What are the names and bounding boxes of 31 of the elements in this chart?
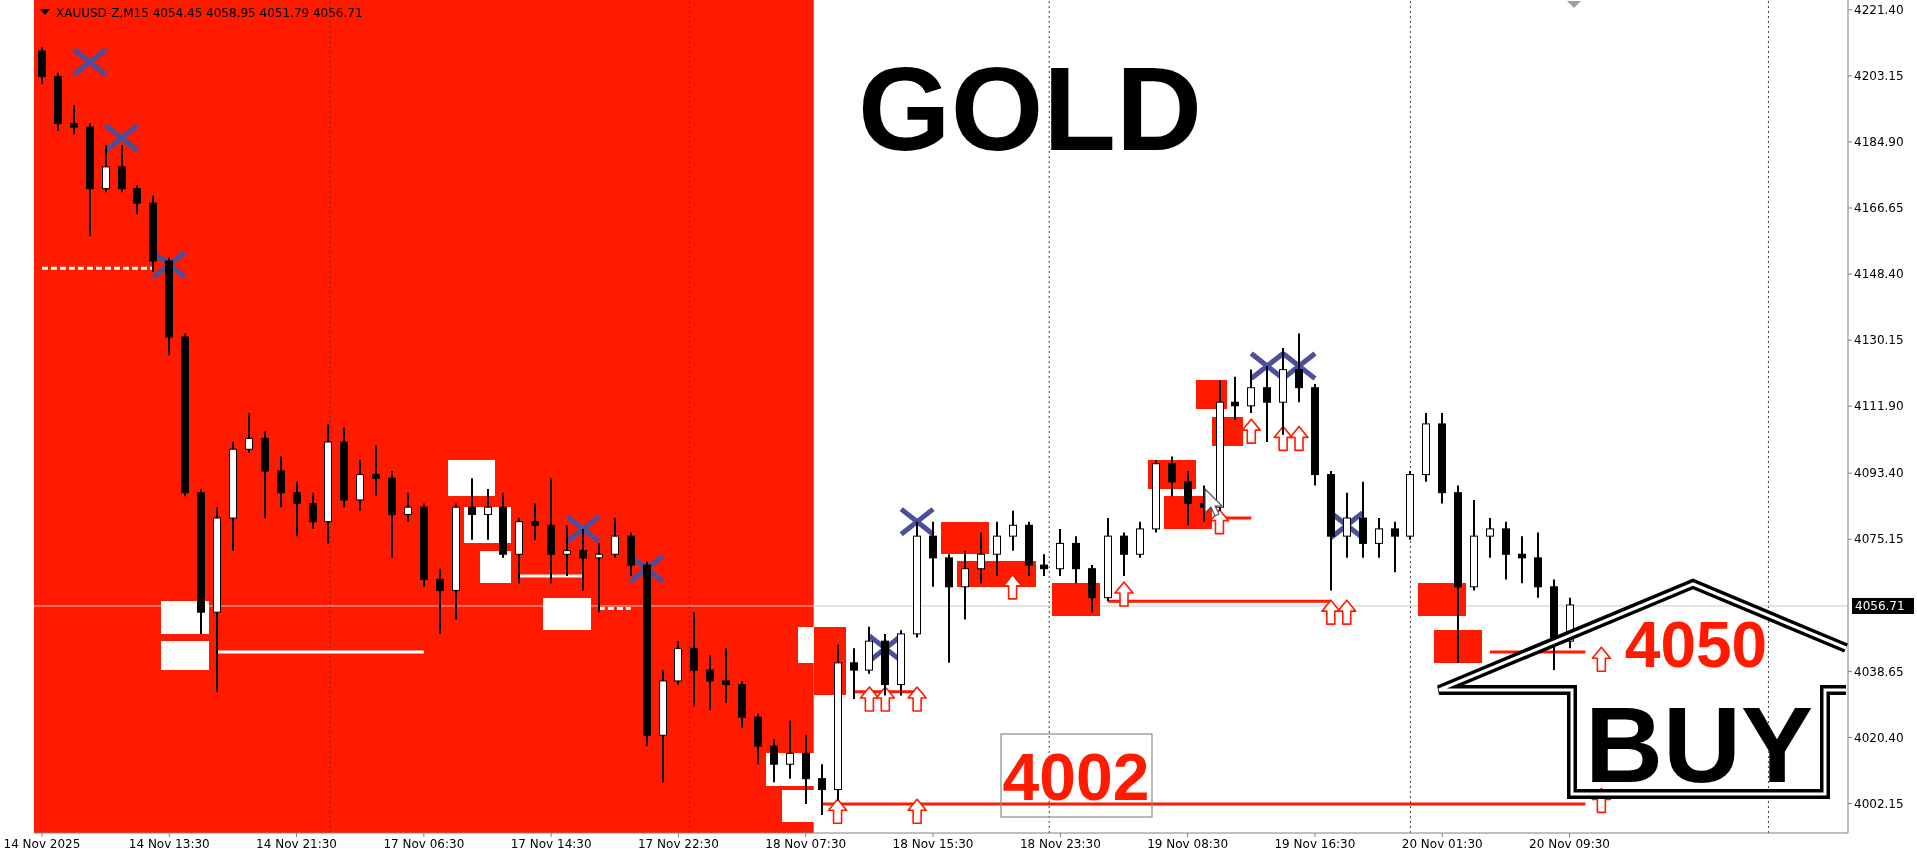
y-tick-label: 4203.15: [1854, 69, 1904, 84]
x-tick-label: 20 Nov 09:30: [1529, 836, 1610, 851]
annotation: 4050: [1624, 609, 1768, 681]
annotation: BUY: [1584, 684, 1814, 805]
y-tick-label: 4148.40: [1854, 267, 1904, 282]
x-tick-label: 20 Nov 01:30: [1401, 836, 1483, 851]
x-tick-label: 17 Nov 22:30: [637, 836, 719, 851]
x-tick-label: 14 Nov 2025: [3, 836, 81, 851]
annotation: 4002: [1002, 740, 1150, 814]
x-tick-label: 17 Nov 06:30: [383, 836, 465, 851]
x-tick-label: 17 Nov 14:30: [510, 836, 592, 851]
annotation: GOLD: [858, 42, 1202, 175]
y-tick-label: 4020.40: [1854, 730, 1904, 745]
y-tick-label: 4038.65: [1854, 664, 1904, 679]
x-tick-label: 19 Nov 16:30: [1274, 836, 1356, 851]
x-tick-label: 14 Nov 21:30: [256, 836, 338, 851]
y-tick-label: 4130.15: [1854, 333, 1904, 348]
y-tick-label: 4184.90: [1854, 135, 1904, 150]
y-tick-label: 4093.40: [1854, 466, 1904, 481]
text: XAUUSD-Z,M15 4054.45 4058.95 4051.79 4056.71: [56, 6, 363, 20]
y-tick-label: 4166.65: [1854, 201, 1904, 216]
y-tick-label: 4221.40: [1854, 3, 1904, 18]
x-tick-label: 18 Nov 23:30: [1019, 836, 1101, 851]
x-tick-label: 19 Nov 08:30: [1147, 836, 1229, 851]
x-tick-label: 18 Nov 15:30: [892, 836, 974, 851]
y-tick-label: 4111.90: [1854, 399, 1904, 414]
x-tick-label: 14 Nov 13:30: [128, 836, 210, 851]
ref-line-label: 4056.71: [1855, 599, 1905, 614]
y-tick-label: 4002.15: [1854, 796, 1904, 811]
x-tick-label: 18 Nov 07:30: [765, 836, 847, 851]
y-tick-label: 4075.15: [1854, 532, 1904, 547]
